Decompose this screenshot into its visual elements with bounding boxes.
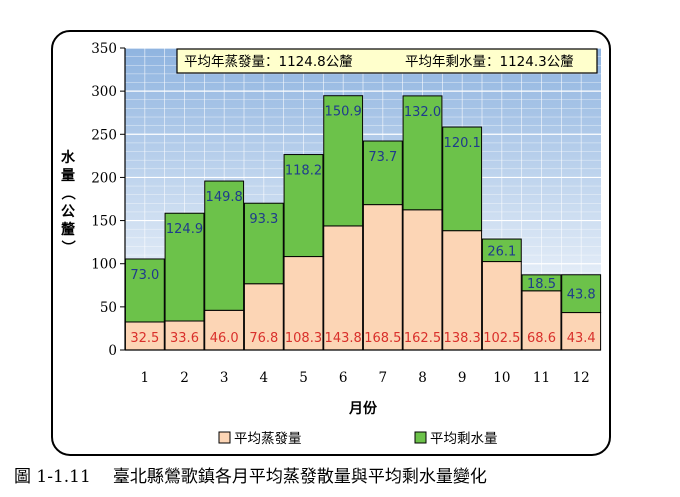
annual-water-total: 平均年剩水量：1124.3公釐	[405, 54, 574, 70]
label-evap-2: 33.6	[170, 331, 199, 346]
bar-water-3	[204, 180, 245, 311]
label-evap-5: 108.3	[285, 331, 322, 346]
label-water-8: 132.0	[404, 105, 441, 120]
figure-caption: 圖 1-1.11 臺北縣鶯歌鎮各月平均蒸發散量與平均剩水量變化	[14, 462, 674, 490]
label-evap-8: 162.5	[404, 331, 441, 346]
y-tick-label-350: 350	[91, 41, 117, 57]
x-tick-label-9: 9	[458, 370, 467, 386]
x-tick-label-2: 2	[180, 370, 189, 386]
label-water-6: 150.9	[325, 105, 362, 120]
bar-evap-4	[243, 283, 284, 351]
y-label-char: 公	[61, 204, 75, 220]
y-tick-label-150: 150	[91, 214, 117, 230]
bar-water-2	[164, 212, 205, 322]
annual-totals-box	[176, 48, 598, 74]
y-tick-label-50: 50	[100, 300, 117, 316]
x-tick-label-5: 5	[299, 370, 308, 386]
x-tick-label-4: 4	[260, 370, 269, 386]
legend-label-evap: 平均蒸發量	[234, 431, 302, 447]
label-evap-7: 168.5	[364, 331, 401, 346]
x-tick-label-11: 11	[533, 370, 550, 386]
label-evap-10: 102.5	[483, 331, 520, 346]
label-water-12: 43.8	[567, 288, 596, 303]
y-tick-label-200: 200	[91, 170, 117, 186]
label-water-1: 73.0	[130, 268, 159, 283]
annual-evap-total: 平均年蒸發量：1124.8公釐	[184, 54, 353, 70]
data-labels: 32.573.033.6124.946.0149.876.893.3108.31…	[130, 105, 595, 346]
bar-water-5	[283, 154, 324, 258]
label-evap-11: 68.6	[527, 331, 556, 346]
bar-evap-8	[402, 209, 443, 351]
bar-evap-7	[362, 204, 403, 351]
label-water-2: 124.9	[166, 222, 203, 237]
figure-number: 圖 1-1.11	[14, 467, 91, 487]
bar-evap-6	[323, 225, 364, 351]
y-label-char: 水	[61, 149, 76, 166]
x-tick-label-6: 6	[339, 370, 348, 386]
bar-water-11	[521, 274, 562, 292]
bar-evap-3	[204, 309, 245, 351]
y-label-char: 量	[61, 168, 75, 184]
y-tick-label-0: 0	[108, 343, 117, 359]
x-tick-label-12: 12	[573, 370, 590, 386]
label-water-4: 93.3	[249, 212, 278, 227]
y-tick-label-300: 300	[91, 84, 117, 100]
y-label-char: 釐	[61, 221, 75, 238]
x-tick-label-7: 7	[379, 370, 388, 386]
bar-water-10	[481, 238, 522, 263]
label-evap-12: 43.4	[567, 331, 596, 346]
bar-evap-11	[521, 290, 562, 351]
x-axis-label: 月份	[348, 400, 378, 417]
label-water-3: 149.8	[206, 190, 243, 205]
label-evap-9: 138.3	[444, 331, 481, 346]
y-tick-label-100: 100	[91, 257, 117, 273]
bar-water-12	[561, 274, 602, 314]
bars	[124, 95, 602, 351]
x-tick-label-1: 1	[141, 370, 150, 386]
bar-water-7	[362, 140, 403, 206]
label-water-10: 26.1	[487, 244, 516, 259]
bar-water-8	[402, 95, 443, 211]
label-evap-1: 32.5	[130, 331, 159, 346]
label-water-7: 73.7	[368, 150, 397, 165]
label-water-5: 118.2	[285, 164, 322, 179]
y-label-char: ）	[59, 240, 75, 254]
bar-water-1	[124, 258, 165, 323]
x-tick-label-8: 8	[418, 370, 427, 386]
legend-swatch-evap	[218, 431, 231, 444]
label-evap-3: 46.0	[210, 331, 239, 346]
legend: 平均蒸發量 平均剩水量	[218, 431, 498, 447]
bar-evap-9	[442, 230, 483, 351]
bar-water-4	[243, 202, 284, 285]
y-tick-label-250: 250	[91, 127, 117, 143]
bar-water-9	[442, 126, 483, 232]
label-water-9: 120.1	[444, 136, 481, 151]
label-evap-6: 143.8	[325, 331, 362, 346]
bar-water-6	[323, 95, 364, 227]
label-evap-4: 76.8	[249, 331, 278, 346]
x-tick-label-10: 10	[493, 370, 510, 386]
x-tick-label-3: 3	[220, 370, 229, 386]
figure-title: 臺北縣鶯歌鎮各月平均蒸發散量與平均剩水量變化	[112, 467, 487, 487]
legend-label-water: 平均剩水量	[430, 431, 498, 447]
legend-swatch-water	[414, 431, 427, 444]
y-label-char: （	[59, 186, 75, 200]
label-water-11: 18.5	[527, 277, 556, 292]
